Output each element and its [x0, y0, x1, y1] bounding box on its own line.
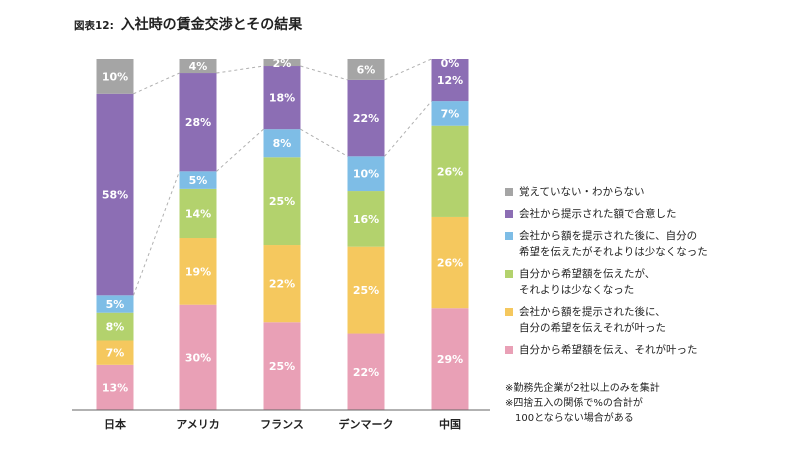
legend-swatch	[505, 210, 513, 218]
bar-segment	[431, 125, 469, 217]
data-label: 22%	[353, 112, 379, 125]
data-label: 8%	[273, 137, 292, 150]
legend-swatch	[505, 188, 513, 196]
connector-line	[133, 171, 180, 296]
data-label: 26%	[437, 165, 463, 178]
connector-line	[384, 58, 432, 81]
legend-item: 覚えていない・わからない	[505, 184, 795, 200]
bar-segment	[179, 188, 217, 239]
data-label: 18%	[269, 92, 295, 105]
legend-swatch	[505, 232, 513, 240]
legend-label: 会社から提示された額で合意した	[519, 208, 677, 220]
bar-segment	[179, 171, 217, 189]
figure-number: 図表12:	[74, 20, 114, 32]
legend-label: 会社から額を提示された後に、自分の 希望を伝えたがそれよりは少なくなった	[519, 230, 708, 258]
legend-swatch	[505, 270, 513, 278]
connector-line	[216, 128, 264, 172]
legend-swatch	[505, 308, 513, 316]
note-line: ※勤務先企業が2社以上のみを集計	[505, 383, 660, 394]
data-label: 7%	[441, 107, 460, 120]
data-label: 8%	[106, 321, 125, 334]
connector-line	[133, 72, 180, 95]
legend-item: 自分から希望額を伝えたが、 それよりは少なくなった	[505, 266, 795, 298]
legend-swatch	[505, 346, 513, 354]
bar-segment	[263, 59, 301, 67]
bar-segment	[179, 59, 217, 74]
bar-segment	[347, 59, 385, 80]
note-line: ※四捨五入の関係で%の合計が 100とならない場合がある	[505, 398, 643, 424]
legend-item: 会社から額を提示された後に、自分の 希望を伝えたがそれよりは少なくなった	[505, 228, 795, 260]
bar-segment	[263, 66, 301, 130]
data-label: 58%	[102, 189, 128, 202]
bar-segment	[263, 157, 301, 246]
x-tick-label: アメリカ	[176, 418, 219, 431]
data-label: 2%	[273, 57, 292, 70]
legend-label: 自分から希望額を伝えたが、 それよりは少なくなった	[519, 268, 656, 296]
bar-segment	[431, 308, 469, 410]
connector-line	[300, 128, 348, 157]
data-label: 16%	[353, 213, 379, 226]
data-label: 6%	[357, 63, 376, 76]
bar-segment	[179, 304, 217, 410]
legend-label: 覚えていない・わからない	[519, 186, 645, 198]
legend-item: 会社から提示された額で合意した	[505, 206, 795, 222]
bar-segment	[263, 129, 301, 158]
data-label: 10%	[353, 168, 379, 181]
data-label: 14%	[185, 207, 211, 220]
chart-title: 図表12: 入社時の賃金交渉とその結果	[74, 14, 302, 34]
data-label: 0%	[441, 57, 460, 70]
data-label: 25%	[353, 284, 379, 297]
bar-segment	[263, 245, 301, 323]
bar-segment	[431, 59, 469, 102]
data-label: 25%	[269, 360, 295, 373]
x-tick-label: フランス	[260, 418, 304, 431]
data-label: 22%	[269, 278, 295, 291]
bar-segment	[96, 340, 134, 365]
legend-label: 会社から額を提示された後に、 自分の希望を伝えそれが叶った	[519, 306, 666, 334]
data-label: 19%	[185, 265, 211, 278]
bar-segment	[347, 79, 385, 157]
bar-segment	[347, 191, 385, 247]
legend-item: 会社から額を提示された後に、 自分の希望を伝えそれが叶った	[505, 304, 795, 336]
legend-item: 自分から希望額を伝え、それが叶った	[505, 342, 795, 358]
data-label: 29%	[437, 353, 463, 366]
data-label: 30%	[185, 351, 211, 364]
bar-segment	[431, 216, 469, 309]
x-tick-label: デンマーク	[339, 417, 394, 431]
data-label: 5%	[189, 174, 208, 187]
data-label: 4%	[189, 60, 208, 73]
data-label: 13%	[102, 381, 128, 394]
bar-segment	[347, 246, 385, 334]
bar-segment	[179, 73, 217, 172]
chart-legend: 覚えていない・わからない会社から提示された額で合意した会社から額を提示された後に…	[505, 184, 795, 364]
connector-line	[300, 65, 348, 81]
data-label: 22%	[353, 366, 379, 379]
data-label: 7%	[106, 347, 125, 360]
bar-segment	[431, 101, 469, 126]
bar-segment	[179, 238, 217, 305]
data-label: 26%	[437, 257, 463, 270]
bar-segment	[96, 295, 134, 313]
bar-segment	[347, 156, 385, 192]
data-label: 28%	[185, 116, 211, 129]
bar-segment	[263, 322, 301, 410]
data-label: 5%	[106, 298, 125, 311]
connector-line	[216, 65, 264, 74]
x-tick-label: 中国	[439, 417, 461, 431]
data-label: 25%	[269, 195, 295, 208]
bar-segment	[347, 333, 385, 410]
connector-line	[384, 100, 432, 157]
title-text: 入社時の賃金交渉とその結果	[120, 17, 303, 33]
data-label: 12%	[437, 74, 463, 87]
bar-segment	[96, 312, 134, 341]
x-tick-label: 日本	[104, 417, 126, 431]
bar-segment	[96, 93, 134, 296]
bar-segment	[96, 59, 134, 94]
bar-segment	[96, 364, 134, 410]
chart-notes: ※勤務先企業が2社以上のみを集計 ※四捨五入の関係で%の合計が 100とならない…	[505, 381, 795, 426]
data-label: 10%	[102, 70, 128, 83]
legend-label: 自分から希望額を伝え、それが叶った	[519, 344, 698, 356]
